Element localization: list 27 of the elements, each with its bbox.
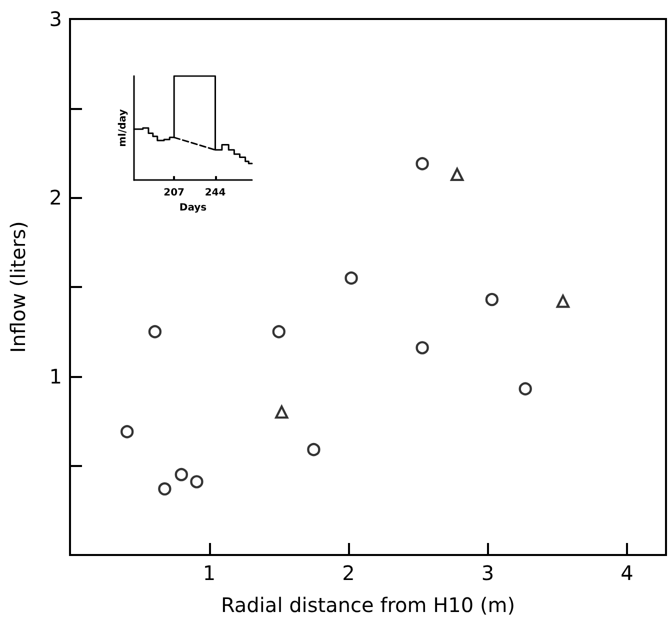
point — [275, 405, 288, 419]
point — [148, 325, 162, 338]
point — [120, 425, 134, 438]
x-tick-label: 244 — [204, 188, 226, 199]
x-tick-label: 4 — [620, 561, 634, 585]
x-axis-title: Radial distance from H10 (m) — [220, 593, 516, 617]
point — [416, 157, 429, 170]
x-tick-label: 2 — [342, 561, 355, 585]
point — [518, 382, 532, 396]
point — [158, 482, 172, 496]
y-axis-title: ml/day — [118, 108, 128, 147]
point — [485, 292, 499, 306]
point — [307, 442, 320, 456]
point — [556, 294, 570, 308]
y-axis-title: Inflow (liters) — [6, 221, 30, 353]
point — [272, 325, 286, 338]
x-tick-label: 3 — [481, 561, 494, 585]
point — [174, 468, 188, 482]
x-tick-label: 1 — [202, 561, 216, 585]
y-tick-label: 3 — [49, 7, 62, 31]
point — [450, 168, 464, 182]
point — [416, 341, 429, 354]
x-axis-title: Days — [179, 202, 207, 214]
y-tick-label: 1 — [49, 364, 62, 388]
x-tick-label: 207 — [164, 188, 185, 199]
point — [344, 271, 358, 285]
point — [190, 475, 204, 488]
